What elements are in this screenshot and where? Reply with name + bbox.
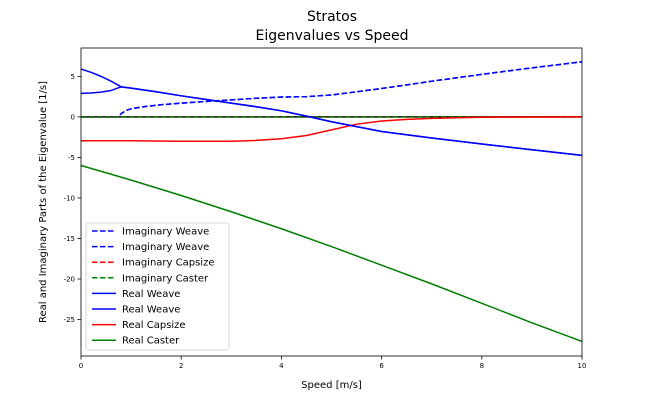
y-tick-label: -20	[64, 276, 75, 284]
y-tick-label: 0	[71, 113, 75, 121]
x-tick-label: 10	[578, 362, 587, 370]
ticks-layer: 0 2 4 6 8 10 5 0 -5 -10 -15 -20 -25	[64, 73, 587, 370]
x-tick-label: 6	[379, 362, 384, 370]
x-tick-label: 2	[179, 362, 183, 370]
x-tick-label: 8	[480, 362, 484, 370]
legend-label-1: Imaginary Weave	[122, 242, 209, 253]
series-line-5	[80, 86, 583, 157]
legend-label-6: Real Capsize	[122, 320, 186, 331]
y-tick-label: -15	[64, 235, 75, 243]
y-tick-label: -25	[64, 316, 75, 324]
legend-label-2: Imaginary Capsize	[122, 258, 214, 269]
x-axis-label: Speed [m/s]	[301, 380, 362, 391]
chart-title: Stratos	[307, 9, 357, 25]
chart-subtitle: Eigenvalues vs Speed	[255, 28, 408, 44]
x-tick-label: 4	[279, 362, 284, 370]
series-line-6	[81, 116, 583, 142]
plot-frame	[80, 47, 583, 357]
legend: Imaginary Weave Imaginary Weave Imaginary …	[85, 222, 230, 351]
legend-label-0: Imaginary Weave	[122, 227, 209, 238]
legend-label-5: Real Weave	[122, 305, 180, 316]
y-tick-label: -5	[68, 154, 75, 162]
y-axis-label: Real and Imaginary Parts of the Eigenval…	[38, 81, 49, 323]
y-tick-label: 5	[71, 73, 75, 81]
series-layer	[80, 61, 583, 343]
series-line-7	[80, 164, 583, 343]
legend-label-4: Real Weave	[122, 289, 180, 300]
legend-label-7: Real Caster	[122, 336, 180, 347]
x-tick-label: 0	[79, 362, 83, 370]
y-tick-label: -10	[64, 194, 75, 202]
series-line-1	[81, 61, 583, 118]
series-line-0	[81, 61, 583, 118]
series-line-4	[80, 68, 583, 157]
legend-label-3: Imaginary Caster	[122, 273, 209, 284]
legend-frame	[85, 222, 230, 351]
